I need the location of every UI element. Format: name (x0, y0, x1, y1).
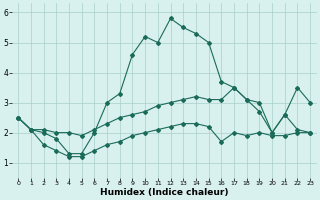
X-axis label: Humidex (Indice chaleur): Humidex (Indice chaleur) (100, 188, 228, 197)
